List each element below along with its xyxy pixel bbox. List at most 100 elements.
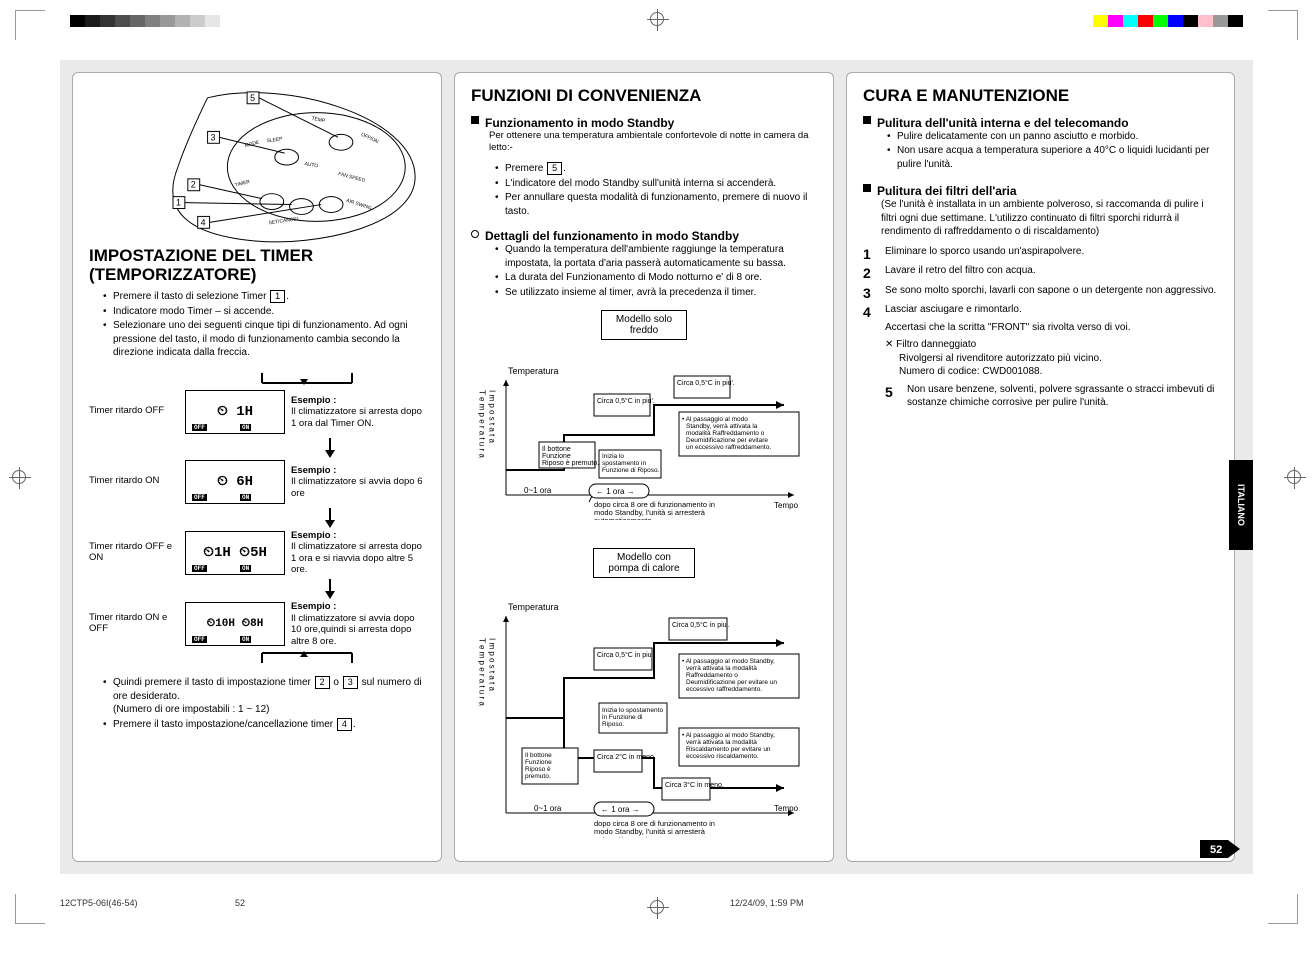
svg-text:Inizia lo spostamento: Inizia lo spostamento — [602, 707, 663, 714]
svg-text:AUTO: AUTO — [304, 161, 319, 169]
color-bar-left — [70, 15, 220, 27]
convenience-functions-column: FUNZIONI DI CONVENIENZA Funzionamento in… — [454, 72, 834, 862]
language-tab: ITALIANO — [1229, 460, 1253, 550]
svg-text:2: 2 — [191, 180, 196, 190]
svg-text:Il bottone: Il bottone — [542, 446, 571, 453]
timer-example: Esempio :Il climatizzatore si arresta do… — [291, 395, 425, 429]
svg-text:eccessivo raffreddamento.: eccessivo raffreddamento. — [686, 686, 762, 693]
col2-title: FUNZIONI DI CONVENIENZA — [471, 87, 817, 106]
svg-text:52: 52 — [1210, 844, 1222, 856]
col3-title: CURA E MANUTENZIONE — [863, 87, 1218, 106]
standby-details-list: Quando la temperatura dell'ambiente ragg… — [471, 243, 817, 300]
svg-text:0~1 ora: 0~1 ora — [534, 804, 562, 813]
timer-settings-column: 5 3 2 1 4 TEMP OFF/ON MODE SLEEP FAN SPE… — [72, 72, 442, 862]
timer-row-label: Timer ritardo ON e OFF — [89, 613, 179, 635]
svg-text:TIMER: TIMER — [234, 179, 251, 189]
svg-text:← 1 ora →: ← 1 ora → — [601, 805, 640, 814]
svg-text:3: 3 — [211, 132, 216, 142]
svg-text:Deumidificazione per evitare u: Deumidificazione per evitare un — [686, 679, 777, 686]
front-note: Accertasi che la scritta "FRONT" sia riv… — [885, 321, 1218, 335]
timer-example: Esempio :Il climatizzatore si arresta do… — [291, 530, 425, 576]
svg-text:Temperatura: Temperatura — [508, 602, 559, 612]
col1-outro-list: Quindi premere il tasto di impostazione … — [89, 676, 425, 732]
timer-lcd: ⏲10H ⏲8HOFFON — [185, 602, 285, 646]
standby-list: Premere 5. L'indicatore del modo Standby… — [471, 162, 817, 219]
col1-intro-list: Premere il tasto di selezione Timer 1. I… — [89, 290, 425, 361]
svg-text:T e m p e r a t u r a: T e m p e r a t u r a — [478, 390, 487, 458]
svg-text:Circa 0,5°C in piu'.: Circa 0,5°C in piu'. — [597, 651, 655, 659]
svg-text:verrà attivata la modalità: verrà attivata la modalità — [686, 665, 757, 672]
svg-text:Riposo è premuto.: Riposo è premuto. — [542, 460, 599, 467]
timer-example: Esempio :Il climatizzatore si avvia dopo… — [291, 601, 425, 647]
svg-text:FAN SPEED: FAN SPEED — [338, 171, 367, 184]
circle-bullet-icon — [471, 230, 479, 238]
svg-text:← 1 ora →: ← 1 ora → — [596, 487, 635, 496]
svg-text:Standby, verrà attivata la: Standby, verrà attivata la — [686, 423, 758, 430]
svg-text:Circa 0,5°C in piu'.: Circa 0,5°C in piu'. — [597, 397, 655, 405]
svg-text:spostamento in: spostamento in — [602, 460, 646, 467]
svg-text:Funzione di Riposo.: Funzione di Riposo. — [602, 467, 660, 474]
cleaning-filters-title: Pulitura dei filtri dell'aria — [877, 184, 1017, 198]
cleaning-unit-title: Pulitura dell'unità interna e del teleco… — [877, 116, 1129, 130]
page-content: 5 3 2 1 4 TEMP OFF/ON MODE SLEEP FAN SPE… — [60, 60, 1253, 874]
svg-text:I m p o s t a t a: I m p o s t a t a — [488, 638, 497, 691]
square-bullet-icon — [863, 184, 871, 192]
svg-text:Funzione: Funzione — [542, 453, 571, 460]
svg-text:TEMP: TEMP — [311, 116, 326, 125]
svg-text:AIR SWING: AIR SWING — [345, 198, 372, 212]
svg-text:un eccessivo raffreddamento.: un eccessivo raffreddamento. — [686, 444, 771, 451]
svg-text:T e m p e r a t u r a: T e m p e r a t u r a — [478, 638, 487, 706]
svg-text:automaticamente.: automaticamente. — [594, 835, 654, 838]
svg-text:4: 4 — [201, 217, 206, 227]
svg-text:Il bottone: Il bottone — [525, 752, 552, 759]
graph1-title: Modello solofreddo — [601, 310, 687, 340]
square-bullet-icon — [863, 116, 871, 124]
svg-text:Raffreddamento o: Raffreddamento o — [686, 672, 738, 679]
svg-text:Riscaldamento per evitare un: Riscaldamento per evitare un — [686, 746, 771, 753]
timer-lcd: ⏲ 1HOFFON — [185, 390, 285, 434]
svg-text:OFF/ON: OFF/ON — [360, 132, 380, 146]
svg-text:• Al passaggio al modo: • Al passaggio al modo — [682, 416, 748, 423]
svg-text:Circa 0,5°C in piu'.: Circa 0,5°C in piu'. — [672, 621, 730, 629]
footer-left: 12CTP5-06I(46-54) — [60, 898, 138, 908]
page-number-badge: 52 — [1200, 836, 1240, 865]
standby-details-title: Dettagli del funzionamento in modo Stand… — [485, 229, 739, 243]
footer-center: 52 — [235, 898, 245, 908]
svg-text:0~1 ora: 0~1 ora — [524, 486, 552, 495]
maintenance-column: CURA E MANUTENZIONE Pulitura dell'unità … — [846, 72, 1235, 862]
timer-example: Esempio :Il climatizzatore si avvia dopo… — [291, 465, 425, 499]
cooling-graph: Temperatura T e m p e r a t u r a I m p … — [474, 350, 814, 530]
svg-text:• Al passaggio al modo Standby: • Al passaggio al modo Standby, — [682, 732, 775, 739]
heatpump-graph: Temperatura T e m p e r a t u r a I m p … — [474, 588, 814, 838]
timer-row-label: Timer ritardo OFF e ON — [89, 542, 179, 564]
svg-text:Temperatura: Temperatura — [508, 366, 559, 376]
svg-text:5: 5 — [250, 93, 255, 103]
svg-text:modalità Raffreddamento o: modalità Raffreddamento o — [686, 430, 765, 437]
svg-text:eccessivo riscaldamento.: eccessivo riscaldamento. — [686, 753, 759, 760]
col1-title: IMPOSTAZIONE DEL TIMER (TEMPORIZZATORE) — [89, 247, 425, 284]
remote-diagram: 5 3 2 1 4 TEMP OFF/ON MODE SLEEP FAN SPE… — [89, 87, 425, 247]
registration-mark-icon — [650, 12, 664, 26]
footer: 12CTP5-06I(46-54) 52 12/24/09, 1:59 PM — [60, 898, 1253, 908]
svg-text:in Funzione di: in Funzione di — [602, 714, 642, 721]
svg-text:Funzione: Funzione — [525, 759, 552, 766]
color-bar-right — [1093, 15, 1243, 27]
graph2-title: Modello conpompa di calore — [593, 548, 694, 578]
svg-text:Riposo è: Riposo è — [525, 766, 551, 773]
damaged-filter-title: ✕ Filtro danneggiato — [885, 338, 1218, 352]
svg-text:premuto.: premuto. — [525, 773, 551, 780]
svg-text:Tempo: Tempo — [774, 501, 799, 510]
standby-intro: Per ottenere una temperatura ambientale … — [471, 130, 817, 155]
svg-text:verrà attivata la modalità: verrà attivata la modalità — [686, 739, 757, 746]
square-bullet-icon — [471, 116, 479, 124]
timer-lcd: ⏲1H ⏲5HOFFON — [185, 531, 285, 575]
timer-lcd: ⏲ 6HOFFON — [185, 460, 285, 504]
svg-text:Riposo.: Riposo. — [602, 721, 624, 728]
registration-mark-icon — [12, 470, 26, 484]
svg-text:1: 1 — [176, 198, 181, 208]
svg-text:Circa 2°C in meno.: Circa 2°C in meno. — [597, 753, 656, 761]
svg-text:SLEEP: SLEEP — [266, 136, 283, 144]
timer-row-label: Timer ritardo OFF — [89, 406, 179, 417]
svg-text:Deumidificazione per evitare: Deumidificazione per evitare — [686, 437, 768, 444]
filters-intro: (Se l'unità è installata in un ambiente … — [863, 198, 1218, 239]
